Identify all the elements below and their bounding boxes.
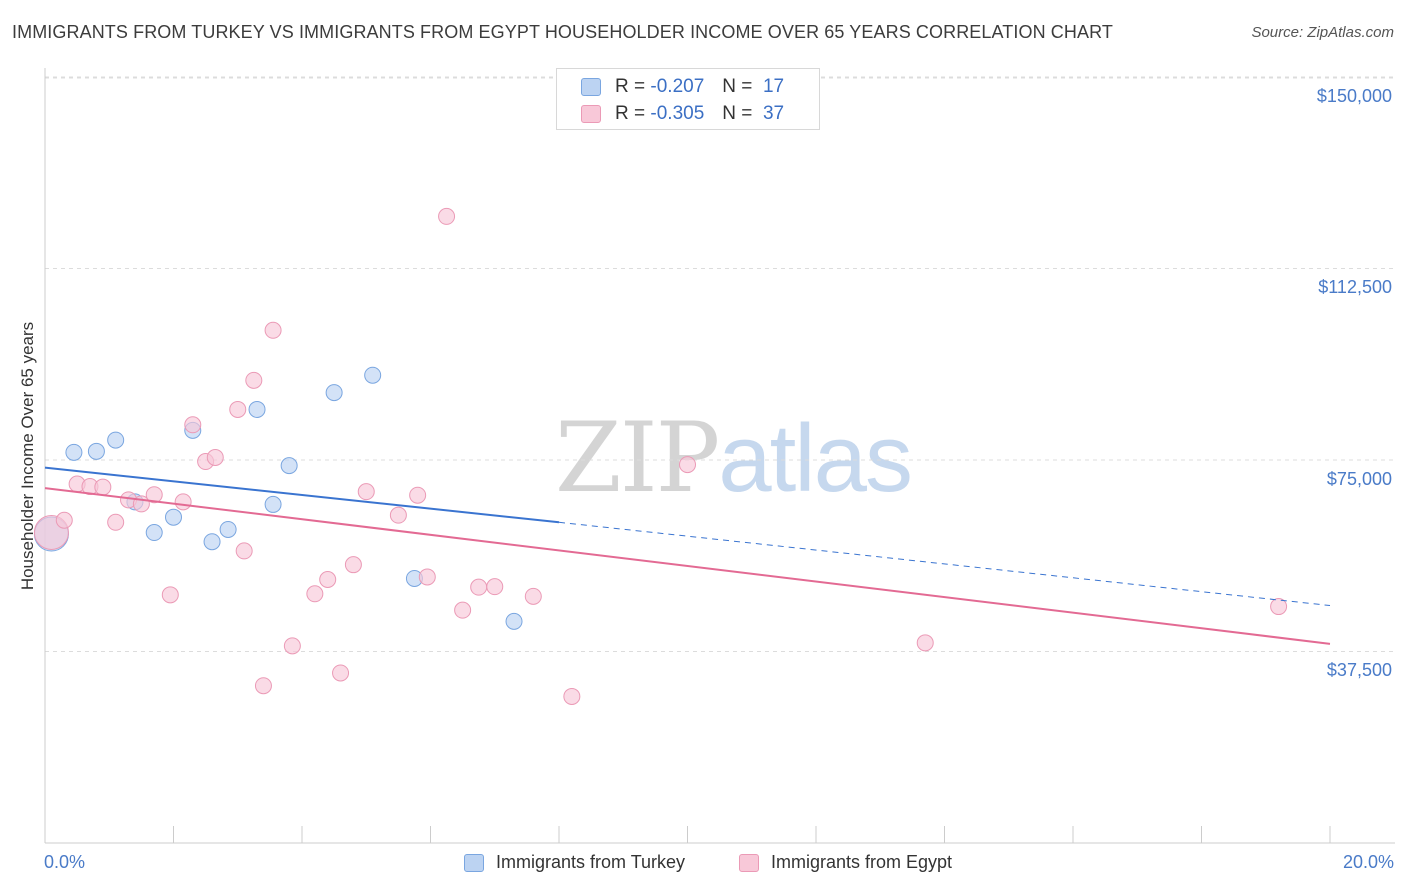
data-point-egypt	[264, 321, 282, 339]
trend-line-turkey	[44, 466, 560, 524]
data-point-egypt	[94, 478, 112, 496]
data-point-turkey	[65, 443, 83, 461]
data-point-turkey	[248, 400, 266, 418]
data-point-turkey	[87, 442, 105, 460]
watermark-atlas: atlas	[718, 405, 913, 512]
data-point-egypt	[418, 568, 436, 586]
data-point-egypt	[563, 687, 581, 705]
legend-r-label: R =	[615, 103, 646, 124]
data-point-egypt	[409, 486, 427, 504]
chart-source: Source: ZipAtlas.com	[1251, 24, 1394, 41]
data-point-turkey	[505, 612, 523, 630]
series-label-egypt: Immigrants from Egypt	[771, 852, 953, 872]
data-point-egypt	[319, 570, 337, 588]
series-legend-turkey: Immigrants from Turkey	[464, 852, 685, 873]
legend-swatch-egypt	[581, 105, 601, 123]
y-tick-label-112500: $112,500	[1318, 277, 1392, 297]
data-point-turkey	[203, 533, 221, 551]
data-point-egypt	[107, 513, 125, 531]
data-point-egypt	[161, 586, 179, 604]
trend-line-extension-turkey	[558, 521, 1331, 607]
data-point-turkey	[145, 524, 163, 542]
data-point-turkey	[280, 457, 298, 475]
legend-r-value-egypt: -0.305	[650, 103, 705, 124]
watermark: ZIPatlas	[555, 402, 913, 514]
data-point-egypt	[184, 416, 202, 434]
legend-r-label: R =	[615, 76, 646, 97]
data-point-egypt	[145, 486, 163, 504]
legend-r-value-turkey: -0.207	[650, 76, 705, 97]
legend-n-value-turkey: 17	[762, 76, 785, 97]
data-point-egypt	[254, 677, 272, 695]
data-point-egypt	[174, 493, 192, 511]
data-point-egypt	[916, 634, 934, 652]
data-point-egypt	[357, 483, 375, 501]
series-label-turkey: Immigrants from Turkey	[496, 852, 686, 872]
data-point-egypt	[454, 601, 472, 619]
data-point-egypt	[245, 371, 263, 389]
data-point-egypt	[235, 542, 253, 560]
legend-row-turkey: R = -0.207 N = 17	[581, 75, 784, 99]
series-swatch-turkey	[464, 853, 484, 872]
data-point-egypt	[229, 400, 247, 418]
data-point-egypt	[470, 578, 488, 596]
data-point-egypt	[283, 637, 301, 655]
legend-swatch-turkey	[581, 78, 601, 96]
data-point-turkey	[364, 366, 382, 384]
legend-n-label: N =	[722, 76, 753, 97]
y-tick-label-37500: $37,500	[1326, 660, 1392, 680]
y-tick-label-75000: $75,000	[1326, 469, 1392, 489]
data-point-turkey	[264, 495, 282, 513]
data-point-turkey	[107, 431, 125, 449]
data-point-egypt	[206, 448, 224, 466]
data-point-egypt	[524, 587, 542, 605]
legend-row-egypt: R = -0.305 N = 37	[581, 102, 784, 126]
correlation-legend: R = -0.207 N = 17 R = -0.305 N = 37	[556, 68, 820, 130]
data-point-egypt	[438, 207, 456, 225]
data-point-turkey	[165, 508, 182, 526]
series-swatch-egypt	[739, 853, 759, 872]
chart-title: IMMIGRANTS FROM TURKEY VS IMMIGRANTS FRO…	[12, 22, 1113, 42]
data-point-egypt	[332, 664, 350, 682]
legend-n-value-egypt: 37	[762, 103, 785, 124]
legend-n-label: N =	[722, 103, 753, 124]
data-point-turkey	[325, 384, 343, 402]
x-tick-label-min: 0.0%	[44, 852, 86, 872]
data-point-egypt	[1270, 598, 1288, 616]
data-point-egypt	[389, 506, 407, 524]
data-point-egypt	[679, 456, 696, 474]
x-tick-label-max: 20.0%	[1342, 852, 1394, 872]
y-tick-label-150000: $150,000	[1316, 86, 1392, 106]
trend-line-egypt	[44, 487, 1331, 645]
data-point-turkey	[219, 520, 237, 538]
data-point-egypt	[344, 556, 362, 574]
data-point-egypt	[486, 578, 504, 596]
data-point-egypt	[55, 511, 73, 529]
data-point-egypt	[306, 585, 324, 603]
series-legend-egypt: Immigrants from Egypt	[739, 852, 952, 873]
